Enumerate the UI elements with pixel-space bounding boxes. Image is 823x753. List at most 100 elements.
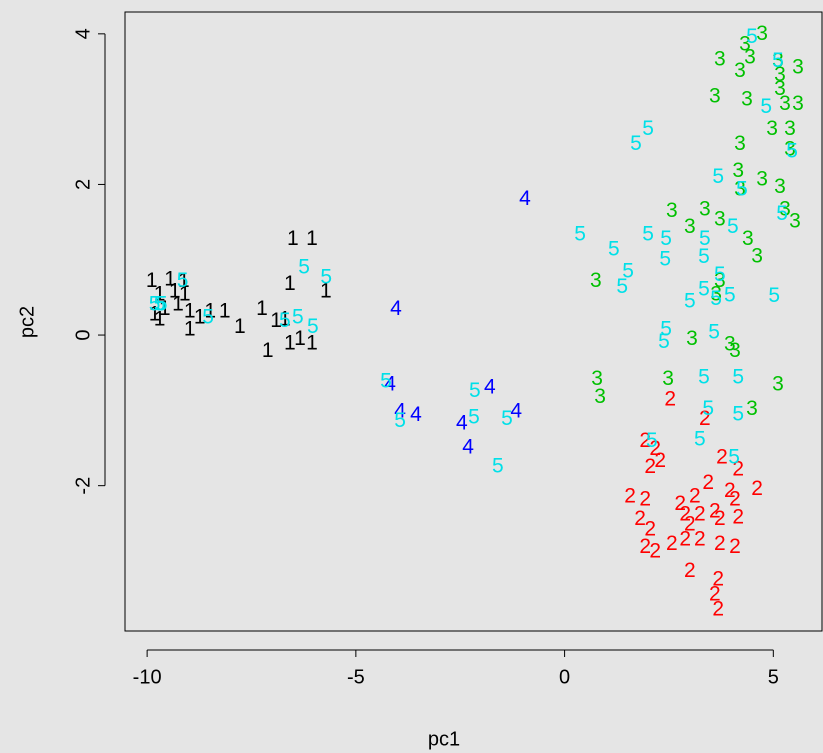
point: 5 <box>320 265 332 288</box>
point: 3 <box>756 22 768 45</box>
point: 3 <box>662 367 674 390</box>
point: 5 <box>394 409 406 432</box>
point: 2 <box>634 507 646 530</box>
point: 5 <box>298 256 310 279</box>
point: 3 <box>774 77 786 100</box>
x-axis-label: pc1 <box>428 728 460 750</box>
point: 2 <box>664 387 676 410</box>
point: 1 <box>320 280 332 303</box>
point: 2 <box>729 488 741 511</box>
point: 5 <box>786 140 798 163</box>
point: 3 <box>729 339 741 362</box>
point: 5 <box>768 284 780 307</box>
point: 2 <box>714 532 726 555</box>
plot-frame <box>124 11 823 632</box>
point: 2 <box>694 503 706 526</box>
point: 2 <box>666 532 678 555</box>
point: 3 <box>784 137 796 160</box>
point: 2 <box>644 518 656 541</box>
point: 2 <box>699 407 711 430</box>
point: 2 <box>729 535 741 558</box>
point: 5 <box>732 402 744 425</box>
point: 2 <box>732 457 744 480</box>
point: 1 <box>287 227 299 250</box>
y-tick-label: -2 <box>72 477 94 495</box>
point: 3 <box>734 59 746 82</box>
point: 2 <box>679 503 691 526</box>
point: 1 <box>154 308 166 331</box>
point: 5 <box>177 269 189 292</box>
point: 2 <box>639 488 651 511</box>
point: 3 <box>744 45 756 68</box>
point: 1 <box>262 339 274 362</box>
point: 3 <box>751 244 763 267</box>
point: 4 <box>510 399 522 422</box>
point: 2 <box>684 512 696 535</box>
point: 2 <box>639 535 651 558</box>
point: 2 <box>689 485 701 508</box>
point: 3 <box>732 159 744 182</box>
point: 3 <box>772 49 784 72</box>
point: 2 <box>702 471 714 494</box>
point: 3 <box>724 332 736 355</box>
point: 5 <box>307 315 319 338</box>
point: 2 <box>714 507 726 530</box>
point: 5 <box>659 247 671 270</box>
point: 2 <box>684 559 696 582</box>
point: 1 <box>204 299 216 322</box>
point: 3 <box>742 227 754 250</box>
point: 5 <box>698 277 710 300</box>
x-tick-label: 5 <box>768 666 779 688</box>
point: 2 <box>709 500 721 523</box>
point: 3 <box>779 198 791 221</box>
point: 2 <box>674 492 686 515</box>
point: 5 <box>724 283 736 306</box>
point: 4 <box>519 187 531 210</box>
point: 3 <box>684 215 696 238</box>
point: 1 <box>172 292 184 315</box>
point: 5 <box>702 397 714 420</box>
point: 5 <box>660 227 672 250</box>
point: 2 <box>709 582 721 605</box>
point: 4 <box>394 399 406 422</box>
point: 1 <box>149 302 161 325</box>
point: 1 <box>284 332 296 355</box>
point: 5 <box>658 330 670 353</box>
point: 3 <box>714 207 726 230</box>
point: 1 <box>270 309 282 332</box>
point: 5 <box>468 405 480 428</box>
x-tick-label: 0 <box>559 666 570 688</box>
point: 1 <box>178 269 190 292</box>
point: 5 <box>708 320 720 343</box>
point: 4 <box>456 411 468 434</box>
point: 3 <box>686 327 698 350</box>
point: 3 <box>739 33 751 56</box>
point: 2 <box>751 477 763 500</box>
point: 5 <box>736 177 748 200</box>
point: 5 <box>732 366 744 389</box>
point: 2 <box>624 485 636 508</box>
point: 3 <box>792 92 804 115</box>
point: 5 <box>660 317 672 340</box>
point: 5 <box>469 379 481 402</box>
point: 2 <box>649 539 661 562</box>
point: 5 <box>149 292 161 315</box>
point: 5 <box>202 305 214 328</box>
point: 1 <box>164 268 176 291</box>
y-tick-label: 2 <box>72 179 94 190</box>
point: 4 <box>410 403 422 426</box>
point: 5 <box>728 445 740 468</box>
x-tick-label: -10 <box>133 666 162 688</box>
x-tick-label: -5 <box>347 666 365 688</box>
point: 4 <box>484 375 496 398</box>
point: 5 <box>710 287 722 310</box>
point: 5 <box>616 275 628 298</box>
point: 1 <box>194 305 206 328</box>
point: 1 <box>279 308 291 331</box>
point: 5 <box>622 259 634 282</box>
point: 5 <box>642 222 654 245</box>
point: 5 <box>714 263 726 286</box>
point: 1 <box>294 327 306 350</box>
y-tick-label: 0 <box>72 329 94 340</box>
